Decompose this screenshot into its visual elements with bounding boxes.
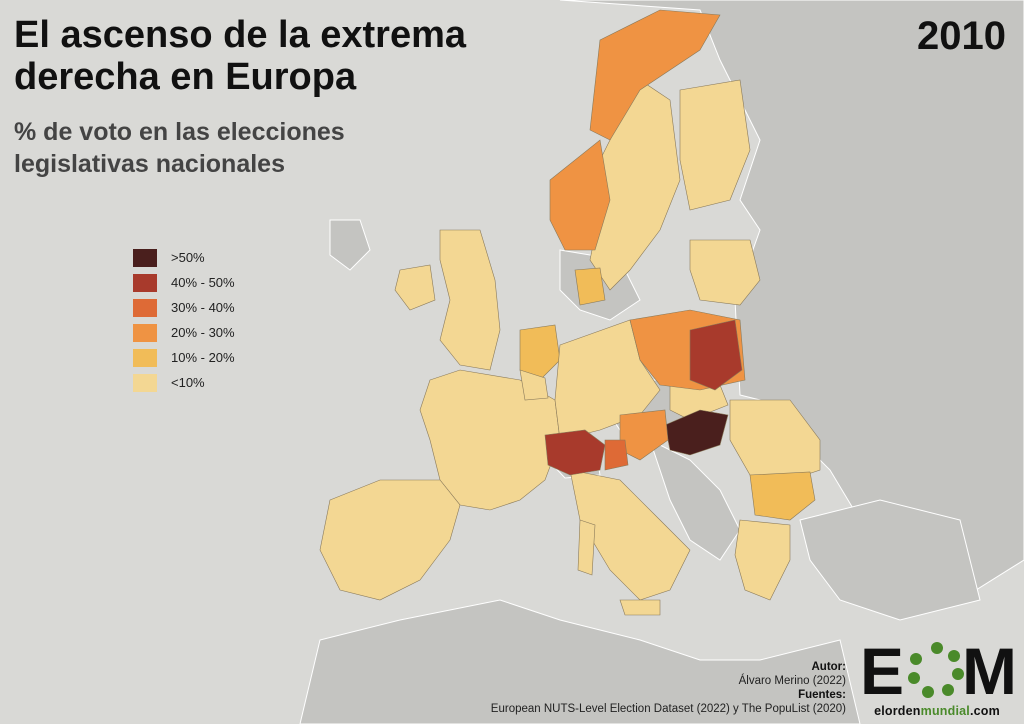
legend-label: 40% - 50%: [171, 275, 235, 290]
regions: [319, 9, 821, 616]
legend-swatch: [133, 373, 157, 392]
logo-e-letter: E: [860, 636, 904, 702]
legend-item: 20% - 30%: [133, 320, 235, 345]
legend-label: 30% - 40%: [171, 300, 235, 315]
sources-label: Fuentes:: [798, 689, 846, 701]
legend-item: 40% - 50%: [133, 270, 235, 295]
page-subtitle: % de voto en las elecciones legislativas…: [14, 118, 345, 178]
legend-label: 10% - 20%: [171, 350, 235, 365]
legend-label: <10%: [171, 375, 205, 390]
legend-swatch: [133, 248, 157, 267]
legend-swatch: [133, 323, 157, 342]
logo-site-part: elorden: [874, 704, 921, 718]
logo-website: elordenmundial.com: [858, 704, 1016, 718]
legend-swatch: [133, 298, 157, 317]
legend-label: 20% - 30%: [171, 325, 235, 340]
logo-m-letter: M: [962, 636, 1016, 702]
eom-logo: E M elordenmundial.com: [858, 634, 1017, 718]
legend-swatch: [133, 273, 157, 292]
legend-item: >50%: [133, 245, 235, 270]
year-label: 2010: [917, 14, 1006, 58]
eom-logo-mark: E M: [860, 634, 1017, 708]
author-label: Autor:: [811, 661, 847, 673]
logo-o-ring: [908, 642, 964, 698]
legend-swatch: [133, 348, 157, 367]
logo-site-part: mundial: [920, 704, 970, 718]
legend-label: >50%: [171, 250, 205, 265]
sources-text: European NUTS-Level Election Dataset (20…: [490, 703, 846, 715]
credits: Autor: Álvaro Merino (2022) Fuentes: Eur…: [491, 660, 846, 716]
legend-item: <10%: [133, 370, 235, 395]
legend: >50% 40% - 50% 30% - 40% 20% - 30% 10% -…: [133, 245, 235, 395]
page-title: El ascenso de la extrema derecha en Euro…: [14, 14, 467, 98]
author-name: Álvaro Merino (2022): [738, 675, 846, 687]
legend-item: 30% - 40%: [133, 295, 235, 320]
legend-item: 10% - 20%: [133, 345, 235, 370]
logo-site-part: .com: [969, 704, 1000, 718]
